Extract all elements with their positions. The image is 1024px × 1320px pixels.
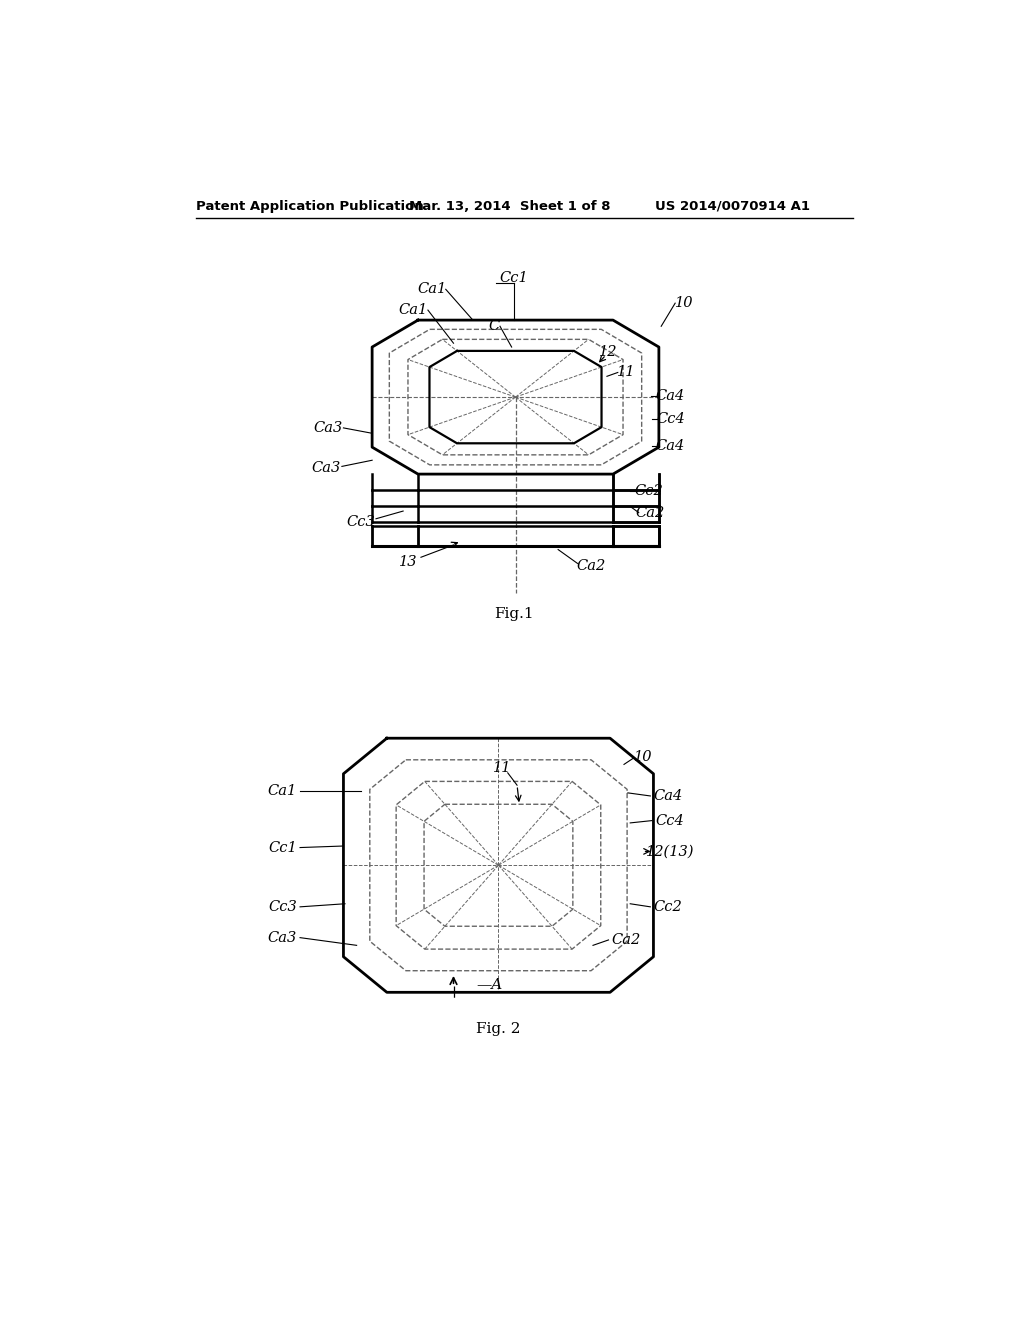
- Text: Cc4: Cc4: [655, 813, 684, 828]
- Text: Patent Application Publication: Patent Application Publication: [197, 199, 424, 213]
- Text: Ca1: Ca1: [417, 282, 446, 296]
- Text: C: C: [488, 319, 500, 333]
- Text: Cc1: Cc1: [500, 271, 528, 285]
- Text: 12(13): 12(13): [646, 845, 694, 858]
- Text: Mar. 13, 2014  Sheet 1 of 8: Mar. 13, 2014 Sheet 1 of 8: [409, 199, 610, 213]
- Text: 11: 11: [494, 762, 512, 775]
- Text: Ca3: Ca3: [311, 461, 341, 475]
- Text: Fig. 2: Fig. 2: [476, 1022, 520, 1035]
- Text: Cc3: Cc3: [346, 515, 375, 529]
- Text: Cc2: Cc2: [635, 484, 664, 498]
- Text: 13: 13: [399, 554, 418, 569]
- Text: Ca4: Ca4: [656, 438, 685, 453]
- Text: Cc4: Cc4: [656, 412, 685, 425]
- Text: Ca1: Ca1: [398, 304, 428, 317]
- Text: 10: 10: [675, 296, 693, 310]
- Text: US 2014/0070914 A1: US 2014/0070914 A1: [655, 199, 810, 213]
- Text: Ca1: Ca1: [267, 784, 297, 799]
- Text: Cc2: Cc2: [653, 900, 682, 913]
- Text: —A: —A: [477, 978, 503, 991]
- Text: Fig.1: Fig.1: [495, 607, 534, 622]
- Text: Ca3: Ca3: [313, 421, 343, 434]
- Text: 12: 12: [599, 346, 617, 359]
- Text: Cc1: Cc1: [268, 841, 297, 854]
- Text: 11: 11: [617, 366, 636, 379]
- Text: Cc3: Cc3: [268, 900, 297, 913]
- Text: Ca2: Ca2: [636, 506, 665, 520]
- Text: Ca2: Ca2: [611, 933, 641, 946]
- Text: Ca4: Ca4: [656, 388, 685, 403]
- Text: Ca3: Ca3: [267, 931, 297, 945]
- Text: Ca2: Ca2: [577, 560, 606, 573]
- Text: 10: 10: [634, 751, 652, 764]
- Text: Ca4: Ca4: [653, 789, 683, 803]
